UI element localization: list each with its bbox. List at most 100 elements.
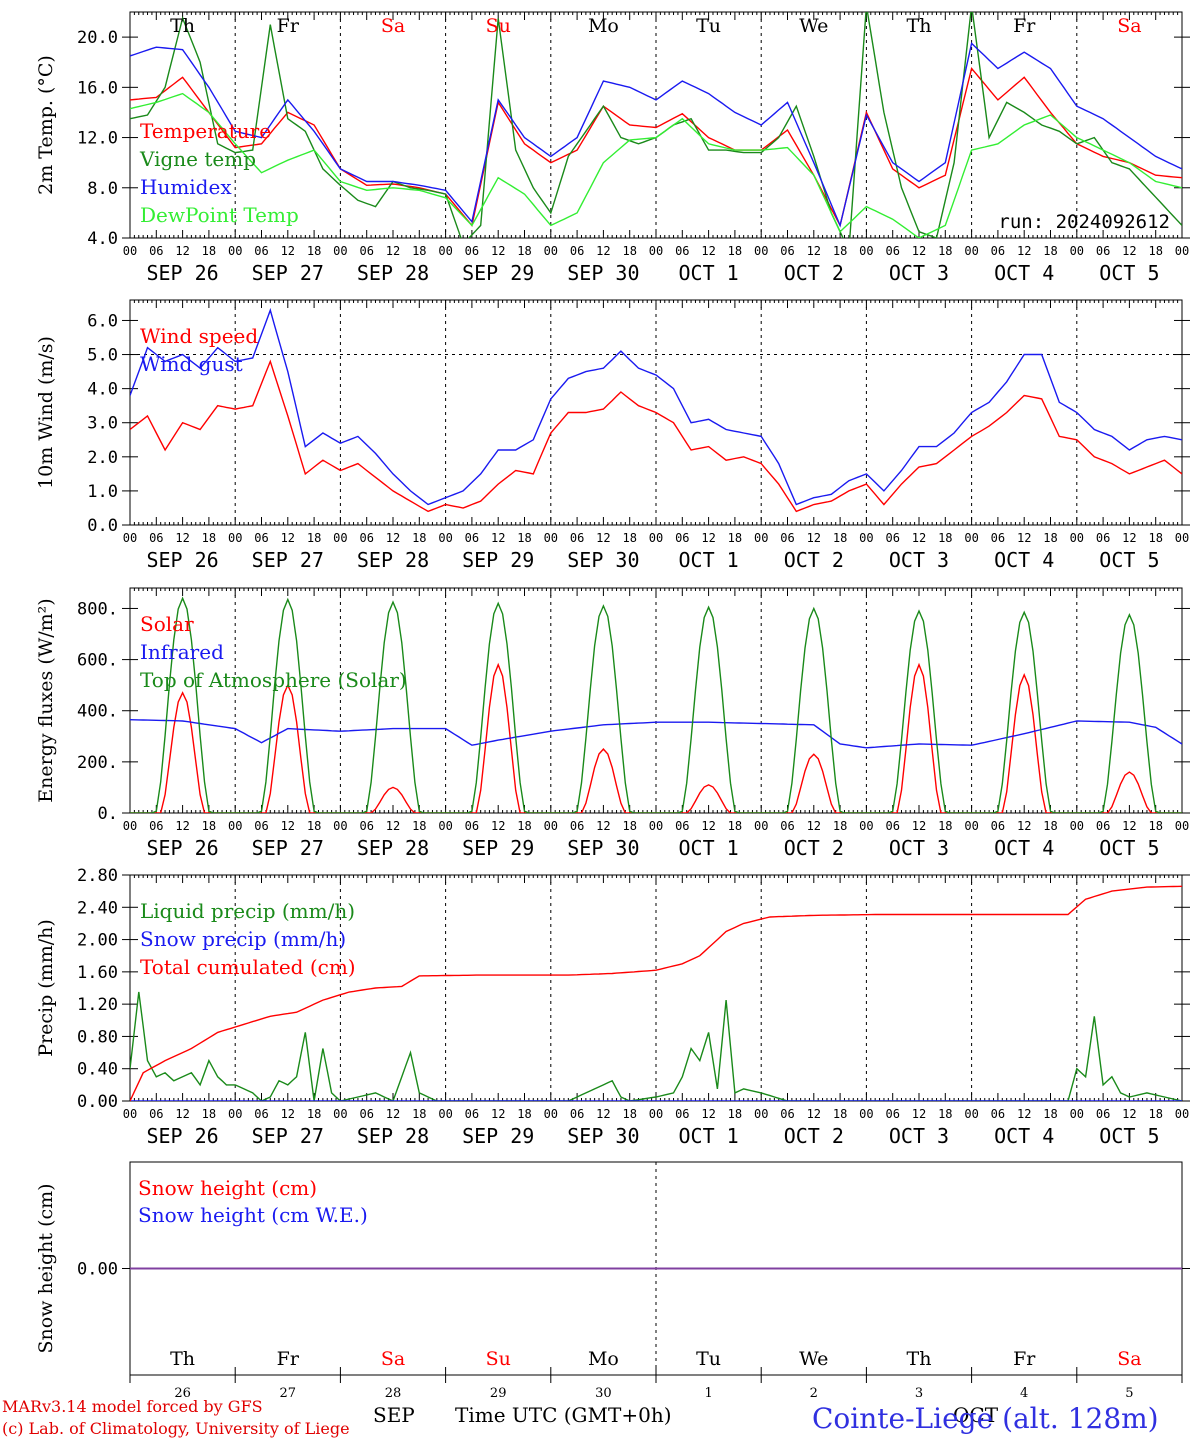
hour-label: 18: [412, 1107, 426, 1121]
hour-label: 12: [386, 1107, 400, 1121]
hour-label: 18: [307, 244, 321, 258]
date-label: OCT 2: [784, 261, 844, 285]
hour-label: 18: [412, 531, 426, 545]
hour-label: 12: [807, 819, 821, 833]
day-number-label: 28: [385, 1386, 402, 1401]
hour-label: 18: [1148, 244, 1162, 258]
hour-label: 12: [1017, 819, 1031, 833]
date-label: OCT 4: [994, 1124, 1054, 1148]
date-label: SEP 27: [252, 836, 324, 860]
date-label: SEP 28: [357, 1124, 429, 1148]
hour-label: 18: [833, 531, 847, 545]
day-of-week-label: Tu: [696, 1348, 721, 1370]
hour-label: 06: [254, 531, 268, 545]
hour-label: 12: [912, 531, 926, 545]
hour-label: 00: [438, 531, 452, 545]
hour-label: 18: [833, 244, 847, 258]
hour-label: 06: [570, 819, 584, 833]
hour-label: 12: [1122, 1107, 1136, 1121]
hour-label: 06: [780, 1107, 794, 1121]
hour-label: 00: [964, 1107, 978, 1121]
hour-label: 06: [570, 531, 584, 545]
hour-label: 06: [254, 819, 268, 833]
hour-label: 00: [649, 531, 663, 545]
series-total-cumulated-cm: [130, 885, 1182, 1101]
date-label: SEP 26: [146, 1124, 218, 1148]
hour-label: 00: [1070, 819, 1084, 833]
legend-entry: Wind gust: [140, 352, 243, 376]
date-label: OCT 5: [1099, 836, 1159, 860]
date-label: SEP 26: [146, 548, 218, 572]
hour-label: 18: [412, 819, 426, 833]
hour-label: 00: [544, 819, 558, 833]
hour-label: 06: [991, 1107, 1005, 1121]
date-label: SEP 29: [462, 836, 534, 860]
hour-label: 12: [281, 819, 295, 833]
hour-label: 06: [675, 531, 689, 545]
day-number-label: 2: [810, 1386, 818, 1401]
hour-label: 12: [1122, 531, 1136, 545]
y-tick-label: 3.0: [87, 414, 118, 434]
date-label: SEP 27: [252, 1124, 324, 1148]
hour-label: 12: [1122, 819, 1136, 833]
hour-label: 18: [728, 531, 742, 545]
date-label: SEP 28: [357, 836, 429, 860]
legend-entry: Infrared: [140, 640, 224, 664]
hour-label: 00: [438, 244, 452, 258]
hour-label: 12: [596, 819, 610, 833]
hour-label: 12: [912, 244, 926, 258]
y-tick-label: 2.80: [77, 866, 118, 886]
y-tick-label: 400.: [77, 702, 118, 722]
y-tick-label: 0.: [98, 804, 118, 824]
hour-label: 18: [938, 1107, 952, 1121]
hour-label: 06: [885, 819, 899, 833]
y-tick-label: 0.40: [77, 1060, 118, 1080]
y-axis-label: 10m Wind (m/s): [35, 336, 57, 489]
hour-label: 18: [728, 1107, 742, 1121]
hour-label: 00: [544, 1107, 558, 1121]
hour-label: 06: [570, 244, 584, 258]
hour-label: 06: [149, 1107, 163, 1121]
hour-label: 18: [938, 244, 952, 258]
day-of-week-label: Th: [170, 1348, 195, 1370]
hour-label: 06: [149, 244, 163, 258]
hour-label: 06: [675, 819, 689, 833]
date-label: OCT 1: [678, 1124, 738, 1148]
y-tick-label: 0.80: [77, 1027, 118, 1047]
hour-label: 18: [202, 244, 216, 258]
day-of-week-label: Mo: [588, 15, 619, 37]
hour-label: 18: [833, 819, 847, 833]
hour-label: 00: [1070, 1107, 1084, 1121]
hour-label: 00: [859, 531, 873, 545]
hour-label: 12: [912, 1107, 926, 1121]
day-of-week-label: Tu: [696, 15, 721, 37]
hour-label: 06: [991, 531, 1005, 545]
hour-label: 12: [701, 1107, 715, 1121]
hour-label: 18: [938, 819, 952, 833]
hour-label: 06: [149, 819, 163, 833]
hour-label: 12: [175, 531, 189, 545]
legend-entry: Wind speed: [140, 324, 258, 348]
date-label: OCT 4: [994, 261, 1054, 285]
hour-label: 00: [333, 531, 347, 545]
date-label: SEP 29: [462, 548, 534, 572]
day-of-week-label: We: [799, 15, 828, 37]
hour-label: 00: [1175, 1107, 1189, 1121]
hour-label: 06: [1096, 531, 1110, 545]
y-tick-label: 2.40: [77, 898, 118, 918]
date-label: OCT 1: [678, 548, 738, 572]
hour-label: 06: [885, 531, 899, 545]
hour-label: 12: [281, 531, 295, 545]
y-tick-label: 1.60: [77, 963, 118, 983]
hour-label: 06: [1096, 1107, 1110, 1121]
y-axis-label: Precip (mm/h): [35, 919, 57, 1057]
hour-label: 06: [359, 819, 373, 833]
date-label: OCT 5: [1099, 548, 1159, 572]
series-dewpoint-temp: [130, 92, 1182, 238]
hour-label: 12: [175, 1107, 189, 1121]
date-label: SEP 30: [567, 836, 639, 860]
hour-label: 00: [123, 531, 137, 545]
hour-label: 00: [228, 1107, 242, 1121]
panel-2: 0.0 1.0 2.0 3.0 4.0 5.0 6.0 10m Wind (m/s) 00 06 1…: [35, 299, 1190, 572]
hour-label: 12: [1017, 1107, 1031, 1121]
